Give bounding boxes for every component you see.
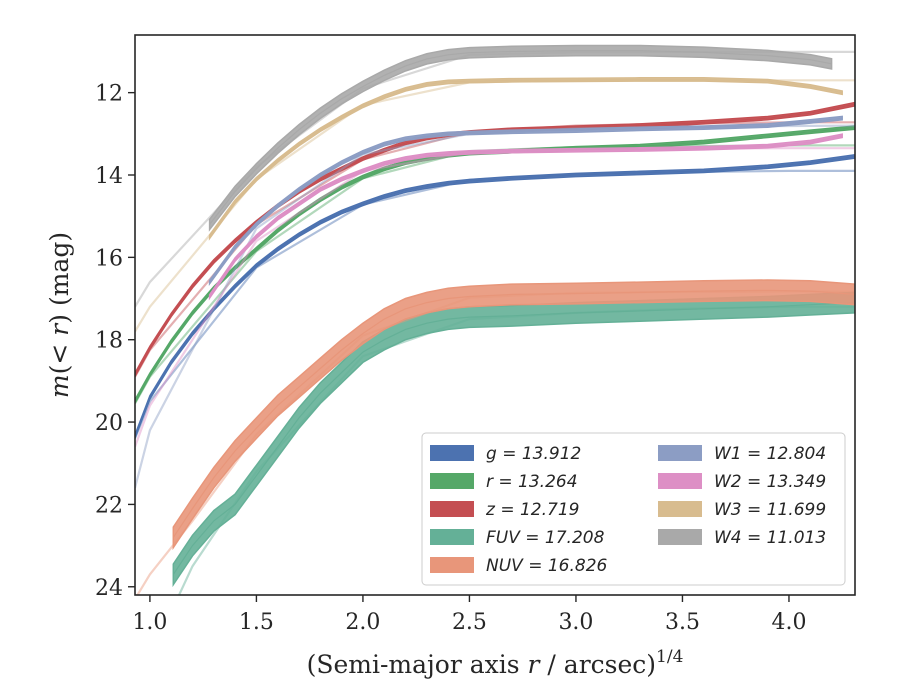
x-tick-label: 1.0 <box>132 610 167 635</box>
y-tick-label: 24 <box>95 576 123 601</box>
band-fuv <box>172 291 855 588</box>
band-r <box>135 125 855 405</box>
y-tick-label: 22 <box>95 493 123 518</box>
legend-swatch-w2 <box>658 473 702 489</box>
y-tick-label: 14 <box>95 164 123 189</box>
series-g <box>135 154 855 439</box>
legend-label-w4: W4 = 11.013 <box>714 528 826 548</box>
profile-line-fuv <box>172 302 855 575</box>
series-w2 <box>135 133 855 448</box>
series-w3 <box>135 77 855 333</box>
legend-label-g: g = 13.912 <box>486 444 581 464</box>
series-nuv <box>136 279 855 595</box>
x-tick-label: 3.0 <box>558 610 593 635</box>
band-w3 <box>208 77 843 241</box>
x-axis-label: (Semi-major axis r / arcsec)1/4 <box>307 647 684 679</box>
series-w4 <box>135 44 855 308</box>
x-tick-label: 1.5 <box>239 610 274 635</box>
series-w1 <box>135 115 855 489</box>
y-tick-label: 12 <box>95 82 123 107</box>
profile-line-g <box>135 155 855 437</box>
legend-swatch-g <box>430 445 474 461</box>
legend-label-w2: W2 = 13.349 <box>714 472 826 492</box>
profile-line-nuv <box>172 289 855 538</box>
profile-line-w3 <box>209 78 843 238</box>
x-tick-label: 4.0 <box>771 610 806 635</box>
y-tick-label: 16 <box>95 246 123 271</box>
series-layer <box>135 44 855 595</box>
legend-box <box>421 432 846 586</box>
legend-label-fuv: FUV = 17.208 <box>486 528 605 548</box>
legend-label-z: z = 12.719 <box>485 500 579 520</box>
legend-label-w1: W1 = 12.804 <box>714 444 826 464</box>
legend-swatch-z <box>430 501 474 517</box>
band-w4 <box>208 44 833 232</box>
legend-swatch-r <box>430 473 474 489</box>
x-tick-label: 2.5 <box>452 610 487 635</box>
y-tick-label: 20 <box>95 411 123 436</box>
y-tick-label: 18 <box>95 329 123 354</box>
band-w2 <box>208 133 843 301</box>
legend-label-w3: W3 = 11.699 <box>714 500 826 520</box>
legend-swatch-w4 <box>658 529 702 545</box>
x-axis-ticks: 1.0 1.5 2.0 2.5 3.0 3.5 4.0 <box>132 595 806 635</box>
band-nuv <box>172 279 855 551</box>
band-w1 <box>208 115 843 287</box>
legend-swatch-w1 <box>658 445 702 461</box>
legend-swatch-w3 <box>658 501 702 517</box>
profile-line-r <box>135 127 855 402</box>
legend-label-nuv: NUV = 16.826 <box>486 556 608 576</box>
x-tick-label: 3.5 <box>665 610 700 635</box>
profile-line-z <box>135 103 855 375</box>
series-fuv <box>172 291 855 595</box>
x-tick-label: 2.0 <box>345 610 380 635</box>
legend: g = 13.912 r = 13.264 z = 12.719 FUV = 17.2… <box>421 432 846 586</box>
profile-line-w1 <box>209 117 843 283</box>
profile-line-w4 <box>209 49 832 225</box>
y-axis-label: m(< r) (mag) <box>45 232 74 398</box>
plot-frame <box>134 34 856 596</box>
y-axis-ticks: 12 14 16 18 20 22 24 <box>95 82 135 601</box>
legend-label-r: r = 13.264 <box>486 472 578 492</box>
profile-line-w2 <box>209 135 843 297</box>
legend-swatch-fuv <box>430 529 474 545</box>
legend-swatch-nuv <box>430 557 474 573</box>
